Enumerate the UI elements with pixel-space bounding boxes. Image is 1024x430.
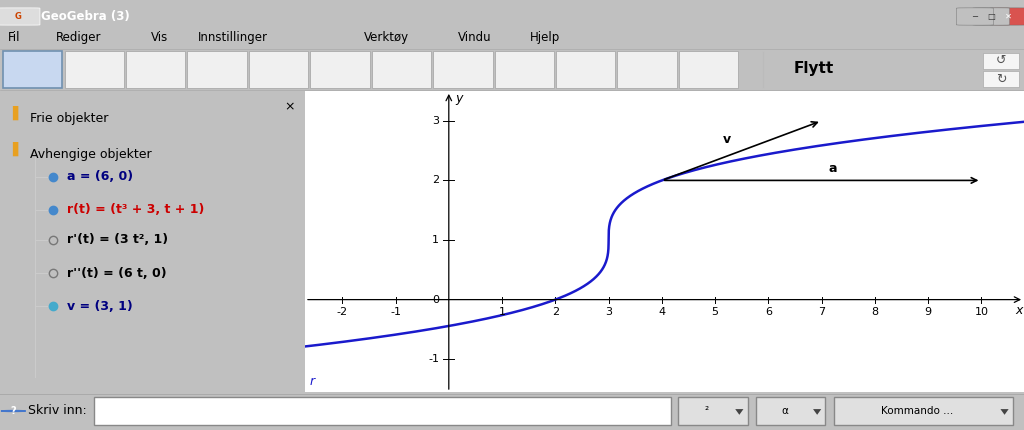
Bar xyxy=(756,396,825,425)
Text: 0: 0 xyxy=(432,295,439,304)
FancyBboxPatch shape xyxy=(973,8,1010,25)
Text: a = (6, 0): a = (6, 0) xyxy=(68,170,133,183)
Text: Fil: Fil xyxy=(8,31,20,44)
Text: 2: 2 xyxy=(552,307,559,317)
Text: 1: 1 xyxy=(432,235,439,245)
Text: ▌: ▌ xyxy=(12,142,23,157)
Text: 4: 4 xyxy=(658,307,666,317)
Bar xyxy=(249,52,308,88)
Text: 5: 5 xyxy=(712,307,719,317)
Text: ▌: ▌ xyxy=(12,106,23,120)
Bar xyxy=(310,52,370,88)
Text: r''(t) = (6 t, 0): r''(t) = (6 t, 0) xyxy=(68,267,167,280)
Bar xyxy=(65,52,124,88)
Polygon shape xyxy=(813,409,821,415)
Text: Vis: Vis xyxy=(151,31,168,44)
Bar xyxy=(495,52,554,88)
Text: 1: 1 xyxy=(499,307,506,317)
Text: a: a xyxy=(828,162,837,175)
Text: Innstillinger: Innstillinger xyxy=(199,31,268,44)
Bar xyxy=(126,52,185,88)
Polygon shape xyxy=(1000,409,1009,415)
Text: Kommando ...: Kommando ... xyxy=(881,406,953,416)
Text: Hjelp: Hjelp xyxy=(529,31,560,44)
Text: 10: 10 xyxy=(975,307,988,317)
Text: r'(t) = (3 t², 1): r'(t) = (3 t², 1) xyxy=(68,233,168,246)
Bar xyxy=(187,52,247,88)
Text: y: y xyxy=(456,92,463,105)
Text: r: r xyxy=(309,375,314,388)
Polygon shape xyxy=(735,409,743,415)
Text: Verktøy: Verktøy xyxy=(364,31,409,44)
Text: -1: -1 xyxy=(390,307,401,317)
Bar xyxy=(94,396,671,425)
Text: v = (3, 1): v = (3, 1) xyxy=(68,300,133,313)
Bar xyxy=(433,52,493,88)
Text: 8: 8 xyxy=(871,307,879,317)
Text: 6: 6 xyxy=(765,307,772,317)
Text: Skriv inn:: Skriv inn: xyxy=(28,405,86,418)
Bar xyxy=(617,52,677,88)
Text: 3: 3 xyxy=(432,116,439,126)
Text: α: α xyxy=(781,406,787,416)
FancyBboxPatch shape xyxy=(990,8,1024,25)
Bar xyxy=(983,71,1019,87)
FancyBboxPatch shape xyxy=(0,8,40,25)
Text: x: x xyxy=(1015,304,1022,317)
Text: Vindu: Vindu xyxy=(459,31,492,44)
Text: Rediger: Rediger xyxy=(55,31,101,44)
Text: GeoGebra (3): GeoGebra (3) xyxy=(41,10,130,23)
Text: Frie objekter: Frie objekter xyxy=(31,112,109,125)
Text: -2: -2 xyxy=(337,307,348,317)
Bar xyxy=(3,52,62,88)
Text: Avhengige objekter: Avhengige objekter xyxy=(31,148,153,161)
Bar xyxy=(678,396,748,425)
Text: Flytt: Flytt xyxy=(794,61,834,76)
FancyBboxPatch shape xyxy=(956,8,993,25)
Text: ↺: ↺ xyxy=(995,55,1007,68)
Text: ×: × xyxy=(285,100,295,113)
Text: v: v xyxy=(723,133,731,147)
Text: 7: 7 xyxy=(818,307,825,317)
Text: ?: ? xyxy=(10,406,16,416)
Text: ✕: ✕ xyxy=(1006,12,1012,21)
Text: □: □ xyxy=(987,12,995,21)
Text: G: G xyxy=(15,12,22,21)
Text: 9: 9 xyxy=(925,307,932,317)
Text: ─: ─ xyxy=(973,12,977,21)
Bar xyxy=(983,53,1019,69)
Bar xyxy=(556,52,615,88)
Bar xyxy=(679,52,738,88)
Circle shape xyxy=(1,411,26,412)
Text: ↻: ↻ xyxy=(995,73,1007,86)
Text: -1: -1 xyxy=(428,354,439,364)
Text: r(t) = (t³ + 3, t + 1): r(t) = (t³ + 3, t + 1) xyxy=(68,203,205,216)
Text: ²: ² xyxy=(705,406,709,416)
Text: 3: 3 xyxy=(605,307,612,317)
Bar xyxy=(372,52,431,88)
Bar xyxy=(834,396,1013,425)
Text: 2: 2 xyxy=(432,175,439,185)
